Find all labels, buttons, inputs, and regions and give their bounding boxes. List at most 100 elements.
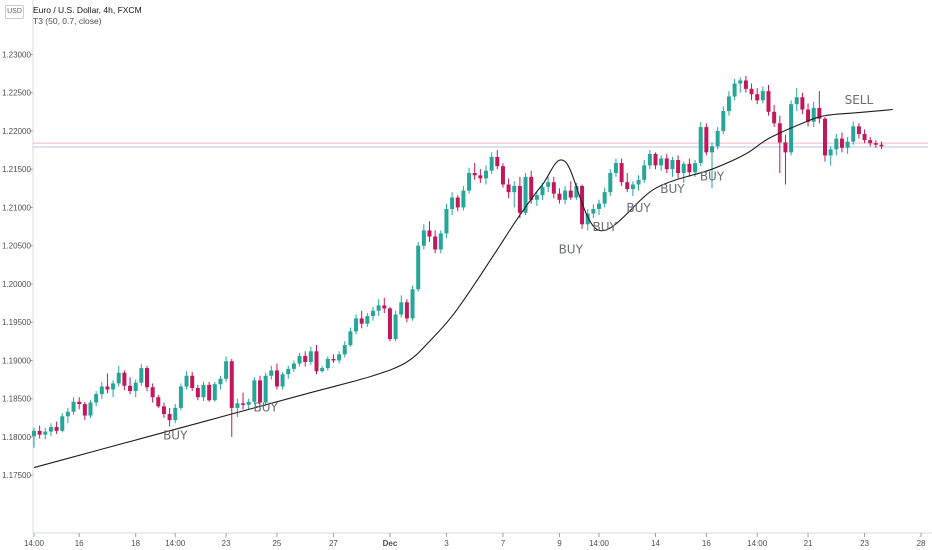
candle-body <box>167 414 172 421</box>
candle-body <box>500 166 505 185</box>
candle-body <box>320 368 325 372</box>
candle-body <box>99 386 104 395</box>
candle-body <box>732 83 737 97</box>
candle-body <box>455 197 460 208</box>
candle-body <box>467 173 472 191</box>
candle-body <box>314 351 319 372</box>
candle-body <box>568 190 573 198</box>
sell-signal-label: SELL <box>845 93 874 107</box>
candle-body <box>195 388 200 398</box>
candle-body <box>303 355 308 362</box>
candle-body <box>111 383 116 390</box>
candle-body <box>387 308 392 340</box>
candle-body <box>726 96 731 112</box>
candle-body <box>755 94 760 101</box>
candle-body <box>354 318 359 332</box>
y-tick-label: 1.19000 <box>2 356 31 365</box>
candle-body <box>517 186 522 213</box>
candle-body <box>37 430 42 435</box>
candle-body <box>416 245 421 290</box>
candle-body <box>811 107 816 122</box>
candle-body <box>212 384 217 401</box>
currency-badge[interactable]: USD <box>5 5 24 19</box>
candle-body <box>772 111 777 124</box>
indicator-label[interactable]: T3 (50, 0.7, close) <box>33 16 102 26</box>
candle-body <box>743 80 748 89</box>
symbol-title: Euro / U.S. Dollar, 4h, FXCM <box>33 5 142 15</box>
candle-body <box>585 213 590 225</box>
candle-body <box>128 385 133 392</box>
candle-body <box>241 403 246 405</box>
candle-body <box>760 91 765 101</box>
candle-body <box>105 386 110 390</box>
candle-body <box>551 182 556 194</box>
candle-body <box>122 372 127 386</box>
candle-body <box>371 310 375 317</box>
candle-body <box>630 184 635 190</box>
candle-body <box>263 375 268 403</box>
candle-body <box>529 176 534 200</box>
x-tick-label: 28 <box>917 539 926 548</box>
candle-body <box>65 411 70 417</box>
candle-body <box>382 305 387 309</box>
x-tick-label: 21 <box>804 539 813 548</box>
x-tick-label: 14:00 <box>589 539 610 548</box>
candle-body <box>150 387 155 398</box>
candle-body <box>783 142 788 153</box>
candle-body <box>800 97 805 110</box>
y-tick-label: 1.21000 <box>2 203 31 212</box>
x-tick-label: 23 <box>222 539 231 548</box>
candle-body <box>207 384 212 401</box>
candle-body <box>512 186 517 193</box>
candle-body <box>246 401 251 405</box>
candle-body <box>715 130 720 147</box>
candle-body <box>133 382 138 392</box>
candle-body <box>60 416 65 431</box>
buy-signal-label: BUY <box>253 401 278 415</box>
candle-body <box>291 363 296 369</box>
candle-body <box>461 190 466 208</box>
candle-body <box>687 163 692 173</box>
candle-body <box>597 203 601 209</box>
candle-body <box>365 316 370 324</box>
candle-body <box>834 138 839 150</box>
candle-body <box>794 97 799 105</box>
x-tick-label: 14:00 <box>747 539 768 548</box>
candle-body <box>721 111 726 131</box>
candle-body <box>540 186 545 196</box>
candle-body <box>681 163 686 174</box>
candle-body <box>359 318 364 324</box>
y-tick-label: 1.18000 <box>2 433 31 442</box>
candle-body <box>229 361 234 408</box>
candle-body <box>670 160 675 170</box>
x-tick-label: 9 <box>557 539 562 548</box>
candle-body <box>642 165 647 180</box>
candle-body <box>286 368 291 375</box>
y-tick-label: 1.23000 <box>2 50 31 59</box>
candle-body <box>862 133 867 141</box>
candle-body <box>297 355 302 364</box>
candle-body <box>489 156 494 171</box>
candle-body <box>693 163 698 173</box>
x-tick-label: 3 <box>444 539 449 548</box>
candle-body <box>523 176 528 213</box>
candle-body <box>404 302 409 319</box>
y-tick-label: 1.18500 <box>2 395 31 404</box>
x-tick-label: 7 <box>501 539 506 548</box>
candle-body <box>766 91 771 112</box>
candle-body <box>749 88 754 95</box>
candle-body <box>450 197 455 209</box>
candle-body <box>608 173 613 193</box>
candle-body <box>325 358 330 369</box>
candle-body <box>563 190 568 200</box>
candle-body <box>636 179 641 185</box>
candle-body <box>252 380 257 402</box>
candle-body <box>557 193 562 200</box>
candle-body <box>342 345 347 355</box>
candle-body <box>839 138 844 148</box>
candle-body <box>506 184 511 193</box>
buy-signal-label: BUY <box>559 242 584 256</box>
candle-body <box>478 175 483 179</box>
